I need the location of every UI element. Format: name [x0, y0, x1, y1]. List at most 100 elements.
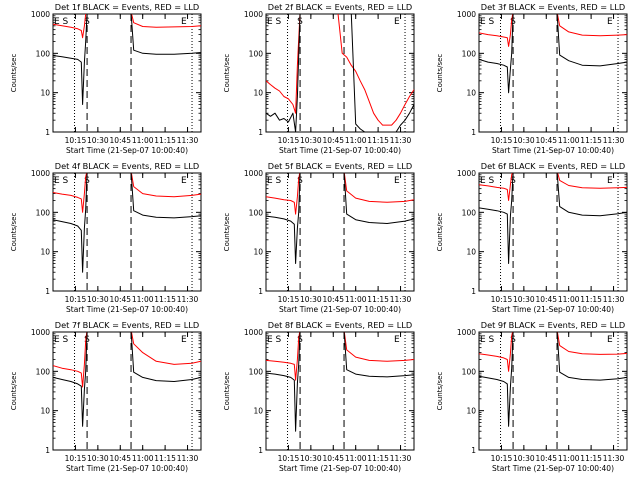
- series-group: [479, 173, 627, 264]
- y-tick-label: 10: [253, 248, 263, 257]
- e-marker: E: [607, 176, 613, 186]
- e-marker: E: [480, 335, 486, 345]
- panel-det-3f: Det 3f BLACK = Events, RED = LLD 1 10 100 10…: [436, 2, 628, 155]
- x-tick-label: 10:45: [322, 454, 344, 463]
- y-tick-label: 1: [45, 287, 50, 296]
- s-marker: S: [63, 176, 69, 186]
- x-tick-label: 11:15: [580, 295, 602, 304]
- e-marker: E: [394, 17, 400, 27]
- y-tick-label: 100: [249, 208, 264, 217]
- panel-title: Det 8f BLACK = Events, RED = LLD: [268, 320, 412, 330]
- y-tick-label: 10: [466, 248, 476, 257]
- y-axis-label: Counts/sec: [436, 54, 444, 93]
- panel-det-5f: Det 5f BLACK = Events, RED = LLD 1 10 100 10…: [223, 161, 415, 314]
- e-marker: E: [480, 17, 486, 27]
- s-marker: S: [489, 335, 495, 345]
- x-axis-label: Start Time (21-Sep-07 10:00:40): [279, 464, 401, 473]
- series-group: [479, 14, 627, 94]
- y-tick-label: 1: [258, 128, 263, 137]
- panel-det-9f: Det 9f BLACK = Events, RED = LLD 1 10 100 10…: [436, 320, 628, 473]
- y-tick-label: 10: [40, 248, 50, 257]
- x-tick-label: 10:30: [300, 454, 322, 463]
- events-series-line: [479, 14, 627, 94]
- y-axis-label: Counts/sec: [10, 372, 18, 411]
- e-marker: E: [267, 17, 273, 27]
- y-tick-label: 10: [40, 407, 50, 416]
- y-tick-label: 100: [36, 49, 51, 58]
- y-tick-label: 100: [462, 208, 477, 217]
- x-tick-label: 10:45: [535, 454, 557, 463]
- lld-series-line: [266, 14, 414, 126]
- x-axis-label: Start Time (21-Sep-07 10:00:40): [66, 305, 188, 314]
- y-tick-label: 100: [462, 49, 477, 58]
- x-tick-label: 10:45: [109, 454, 131, 463]
- e-marker: E: [181, 176, 187, 186]
- plot-frame: [265, 172, 415, 292]
- panel-det-6f: Det 6f BLACK = Events, RED = LLD 1 10 100 10…: [436, 161, 628, 314]
- y-tick-label: 1: [45, 128, 50, 137]
- lld-series-line: [53, 332, 201, 388]
- y-tick-label: 100: [36, 208, 51, 217]
- series-group: [53, 332, 201, 427]
- x-tick-label: 11:30: [390, 454, 412, 463]
- y-tick-label: 1000: [31, 169, 50, 178]
- e-marker: E: [394, 176, 400, 186]
- plot-frame: [52, 331, 202, 451]
- x-tick-label: 11:15: [154, 136, 176, 145]
- x-tick-label: 11:15: [580, 454, 602, 463]
- y-axis-label: Counts/sec: [223, 213, 231, 252]
- x-tick-label: 10:15: [65, 136, 87, 145]
- x-tick-label: 11:30: [603, 136, 625, 145]
- y-tick-label: 1000: [244, 169, 263, 178]
- x-tick-label: 11:15: [367, 454, 389, 463]
- y-axis-label: Counts/sec: [223, 372, 231, 411]
- panel-title: Det 1f BLACK = Events, RED = LLD: [55, 2, 199, 12]
- lld-series-line: [479, 332, 627, 372]
- e-marker: E: [181, 17, 187, 27]
- x-tick-label: 11:00: [132, 295, 154, 304]
- x-tick-label: 11:30: [603, 295, 625, 304]
- x-tick-label: 11:00: [345, 454, 367, 463]
- panel-det-7f: Det 7f BLACK = Events, RED = LLD 1 10 100 10…: [10, 320, 202, 473]
- x-tick-label: 11:00: [558, 454, 580, 463]
- y-tick-label: 100: [36, 367, 51, 376]
- lld-series-line: [266, 332, 414, 381]
- series-group: [53, 14, 201, 105]
- x-tick-label: 10:45: [109, 136, 131, 145]
- e-marker: E: [607, 17, 613, 27]
- plot-frame: [52, 172, 202, 292]
- lld-series-line: [53, 14, 201, 39]
- x-tick-label: 10:30: [513, 295, 535, 304]
- plot-frame: [265, 13, 415, 133]
- x-tick-label: 11:00: [132, 454, 154, 463]
- lld-series-line: [479, 173, 627, 201]
- x-tick-label: 11:00: [558, 295, 580, 304]
- y-tick-label: 100: [462, 367, 477, 376]
- x-tick-label: 11:00: [345, 136, 367, 145]
- e-marker: E: [267, 176, 273, 186]
- panel-det-2f: Det 2f BLACK = Events, RED = LLD 1 10 100 10…: [223, 2, 415, 155]
- panel-title: Det 3f BLACK = Events, RED = LLD: [481, 2, 625, 12]
- x-tick-label: 10:45: [322, 136, 344, 145]
- y-tick-label: 1: [258, 287, 263, 296]
- x-tick-label: 11:00: [132, 136, 154, 145]
- x-tick-label: 10:15: [278, 454, 300, 463]
- y-tick-label: 10: [466, 89, 476, 98]
- y-tick-label: 100: [249, 367, 264, 376]
- events-series-line: [479, 332, 627, 427]
- x-axis-label: Start Time (21-Sep-07 10:00:40): [492, 146, 614, 155]
- e-marker: E: [267, 335, 273, 345]
- x-tick-label: 11:00: [345, 295, 367, 304]
- x-tick-label: 10:30: [87, 295, 109, 304]
- y-tick-label: 1: [258, 446, 263, 455]
- y-tick-label: 1000: [31, 328, 50, 337]
- x-axis-label: Start Time (21-Sep-07 10:00:40): [492, 464, 614, 473]
- events-series-line: [266, 332, 414, 432]
- e-marker: E: [394, 335, 400, 345]
- x-tick-label: 11:30: [390, 295, 412, 304]
- y-tick-label: 10: [466, 407, 476, 416]
- y-tick-label: 1000: [457, 169, 476, 178]
- y-tick-label: 1: [471, 128, 476, 137]
- plot-frame: [478, 331, 628, 451]
- x-tick-label: 11:15: [154, 454, 176, 463]
